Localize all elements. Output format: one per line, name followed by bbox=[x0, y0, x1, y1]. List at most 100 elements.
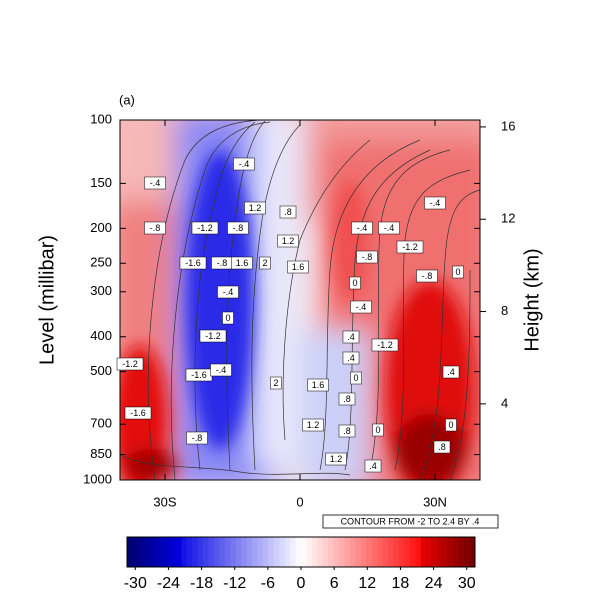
y-tick-label: 1000 bbox=[83, 471, 112, 486]
contour-label: -.8 bbox=[217, 258, 228, 268]
contour-label-box bbox=[302, 418, 324, 432]
contour-label-box bbox=[144, 221, 166, 235]
contour-label: -1.2 bbox=[402, 242, 418, 252]
colorbar-box bbox=[246, 537, 253, 567]
contour-label: .8 bbox=[343, 394, 351, 404]
contour-label-box bbox=[199, 329, 227, 343]
y-tick-label: 150 bbox=[90, 175, 112, 190]
contour-label: 1.2 bbox=[330, 454, 343, 464]
colorbar-box bbox=[127, 537, 133, 567]
contour-label-box bbox=[342, 351, 360, 365]
contour-label-box bbox=[325, 452, 347, 466]
contour-label-box bbox=[277, 234, 299, 248]
contour-label: .4 bbox=[369, 461, 377, 471]
colorbar-tick-label: 12 bbox=[358, 575, 376, 592]
colorbar-box bbox=[175, 537, 182, 567]
contour-label-box bbox=[231, 256, 253, 270]
contour-label: 0 bbox=[455, 267, 460, 277]
contour-label: 1.2 bbox=[249, 203, 262, 213]
contour-label: .8 bbox=[438, 442, 446, 452]
colorbar-box bbox=[382, 537, 389, 567]
contour-label-box bbox=[396, 240, 424, 254]
contour-label-box bbox=[372, 423, 384, 437]
colorbar-box bbox=[464, 537, 471, 567]
contour-label: -.4 bbox=[384, 223, 395, 233]
panel-label: (a) bbox=[119, 92, 135, 107]
contour-label: -.4 bbox=[223, 287, 234, 297]
contour-label: -.8 bbox=[422, 271, 433, 281]
contour-label-box bbox=[338, 424, 356, 438]
x-tick-label: 0 bbox=[296, 494, 303, 509]
contour-label-box bbox=[350, 371, 362, 385]
colorbar-box bbox=[333, 537, 340, 567]
colorbar-box bbox=[469, 537, 476, 567]
contour-label-box bbox=[338, 392, 356, 406]
colorbar-box bbox=[230, 537, 237, 567]
contour-label-box bbox=[217, 285, 239, 299]
colorbar-box bbox=[393, 537, 400, 567]
contour-label-box bbox=[416, 269, 438, 283]
contour-label: .4 bbox=[347, 353, 355, 363]
colorbar-box bbox=[203, 537, 210, 567]
contour-label: .4 bbox=[347, 332, 355, 342]
contour-label-box bbox=[349, 276, 361, 290]
colorbar-box bbox=[355, 537, 362, 567]
contour-label-box bbox=[244, 201, 266, 215]
y-tick-label: 200 bbox=[90, 220, 112, 235]
colorbar-box bbox=[453, 537, 460, 567]
contour-label-box bbox=[445, 418, 457, 432]
contour-label: -1.2 bbox=[122, 359, 138, 369]
contour-label: -.4 bbox=[357, 223, 368, 233]
contour-label-box bbox=[210, 363, 232, 377]
colorbar-tick-label: 6 bbox=[330, 575, 339, 592]
y2-tick-label: 4 bbox=[501, 395, 508, 410]
colorbar-box bbox=[415, 537, 422, 567]
contour-label: 0 bbox=[353, 373, 358, 383]
colorbar-box bbox=[398, 537, 405, 567]
y-tick-label: 500 bbox=[90, 363, 112, 378]
contour-label-box bbox=[144, 176, 166, 190]
colorbar-box bbox=[339, 537, 345, 567]
contour-label: 0 bbox=[448, 420, 453, 430]
colorbar-box bbox=[322, 537, 329, 567]
colorbar-box bbox=[458, 537, 465, 567]
contour-label-box bbox=[227, 221, 249, 235]
contour-label: -1.6 bbox=[191, 370, 207, 380]
contour-label-box bbox=[433, 440, 451, 454]
colorbar-box bbox=[181, 537, 188, 567]
contour-label: -.8 bbox=[362, 252, 373, 262]
colorbar-box bbox=[252, 537, 258, 567]
colorbar-box bbox=[154, 537, 161, 567]
colorbar-box bbox=[208, 537, 215, 567]
colorbar-box bbox=[284, 537, 291, 567]
contour-label-box bbox=[351, 221, 373, 235]
contour-label: -1.2 bbox=[205, 331, 221, 341]
x-tick-label: 30N bbox=[423, 494, 447, 509]
colorbar-box bbox=[148, 537, 155, 567]
colorbar-box bbox=[214, 537, 220, 567]
y-tick-label: 250 bbox=[90, 255, 112, 270]
contour-label: 0 bbox=[352, 278, 357, 288]
contour-label: -1.2 bbox=[197, 223, 213, 233]
colorbar-box bbox=[235, 537, 242, 567]
colorbar-tick-label: -6 bbox=[261, 575, 275, 592]
y2-tick-label: 16 bbox=[501, 118, 515, 133]
contour-label: -1.6 bbox=[130, 408, 146, 418]
contour-label: -1.2 bbox=[377, 340, 393, 350]
colorbar-box bbox=[279, 537, 286, 567]
y-axis-label: Level (millibar) bbox=[36, 235, 58, 365]
contour-label-box bbox=[378, 221, 400, 235]
colorbar-box bbox=[306, 537, 313, 567]
colorbar-box bbox=[311, 537, 318, 567]
colorbar-tick-label: -24 bbox=[157, 575, 180, 592]
contour-label: 1.6 bbox=[236, 258, 249, 268]
contour-label: .8 bbox=[343, 426, 351, 436]
contour-label-box bbox=[259, 256, 271, 270]
colorbar-box bbox=[409, 537, 416, 567]
colorbar-tick-label: -12 bbox=[223, 575, 246, 592]
contour-label-box bbox=[424, 196, 446, 210]
contour-label-box bbox=[307, 378, 329, 392]
contour-label: 2 bbox=[262, 258, 267, 268]
contour-label-box bbox=[191, 221, 219, 235]
contour-label-box bbox=[442, 365, 460, 379]
